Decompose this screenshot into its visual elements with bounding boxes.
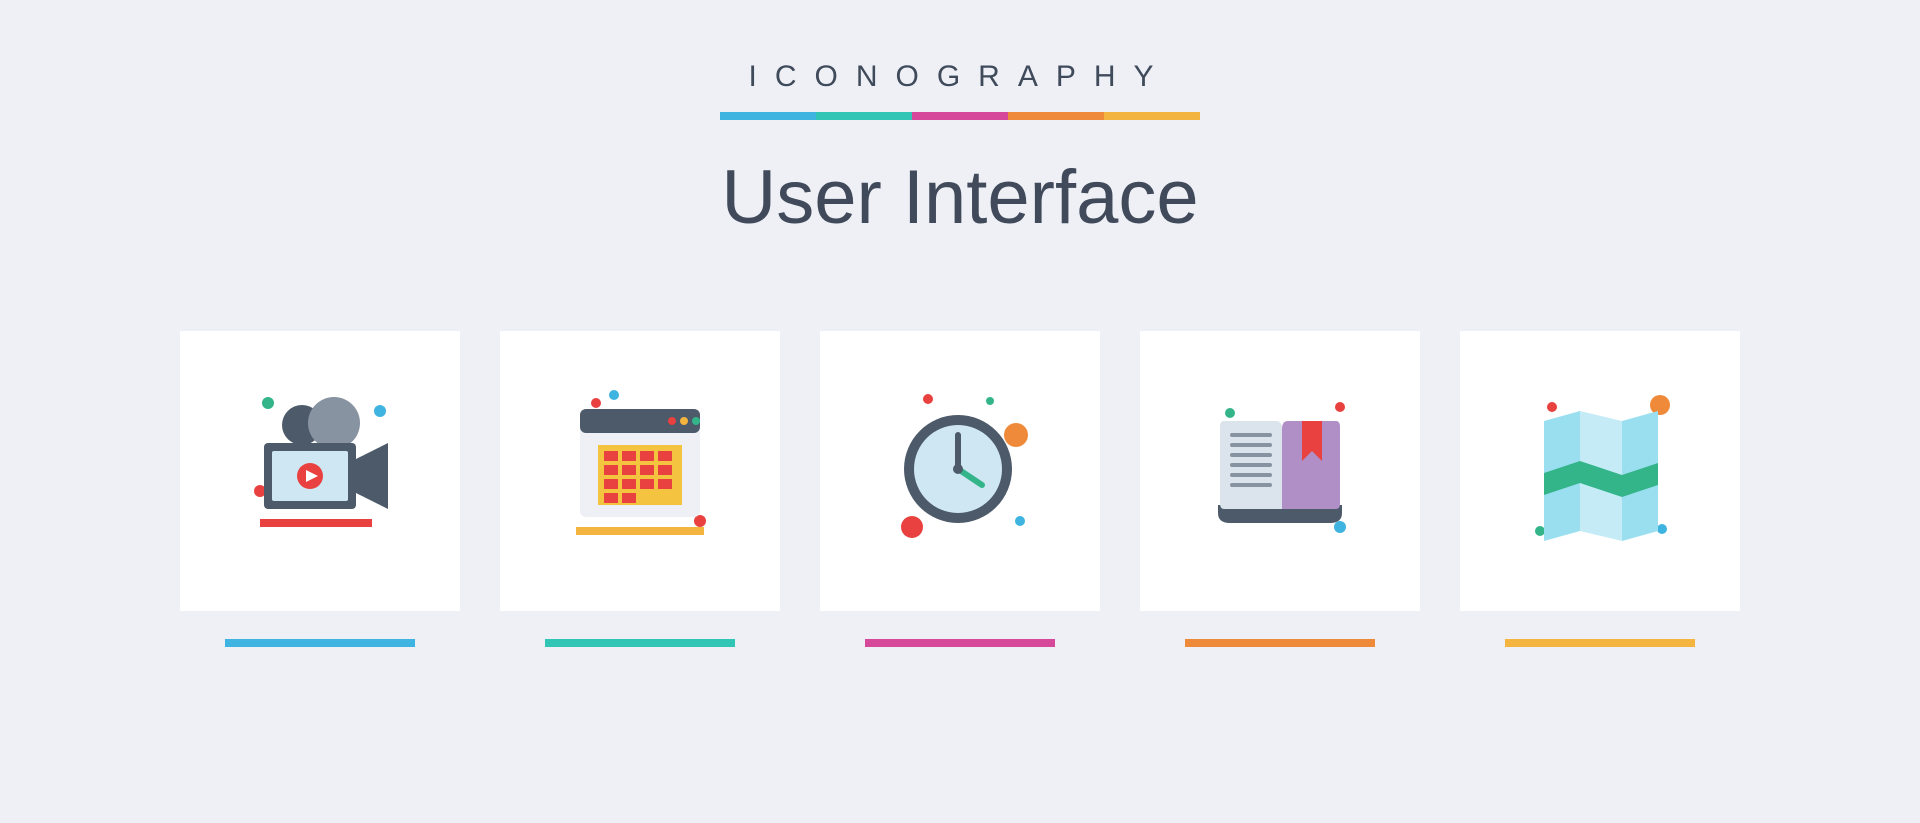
stripe-4 [1008, 112, 1104, 120]
card-underline [865, 639, 1055, 647]
card-underline [545, 639, 735, 647]
map-icon [1510, 381, 1690, 561]
clock-icon [870, 381, 1050, 561]
icon-tile [1140, 331, 1420, 611]
icon-tile [1460, 331, 1740, 611]
icon-tile [180, 331, 460, 611]
stripe-3 [912, 112, 1008, 120]
header-stripes [0, 112, 1920, 120]
video-camera-icon [230, 381, 410, 561]
icon-card [820, 331, 1100, 647]
page-title: User Interface [0, 154, 1920, 241]
stripe-1 [720, 112, 816, 120]
icon-row [0, 331, 1920, 647]
icon-tile [500, 331, 780, 611]
stripe-5 [1104, 112, 1200, 120]
kicker-text: ICONOGRAPHY [0, 60, 1920, 94]
icon-tile [820, 331, 1100, 611]
header: ICONOGRAPHY User Interface [0, 0, 1920, 241]
stripe-2 [816, 112, 912, 120]
icon-card [500, 331, 780, 647]
calendar-window-icon [550, 381, 730, 561]
icon-card [1460, 331, 1740, 647]
icon-card [180, 331, 460, 647]
open-book-icon [1190, 381, 1370, 561]
card-underline [225, 639, 415, 647]
icon-card [1140, 331, 1420, 647]
card-underline [1185, 639, 1375, 647]
card-underline [1505, 639, 1695, 647]
